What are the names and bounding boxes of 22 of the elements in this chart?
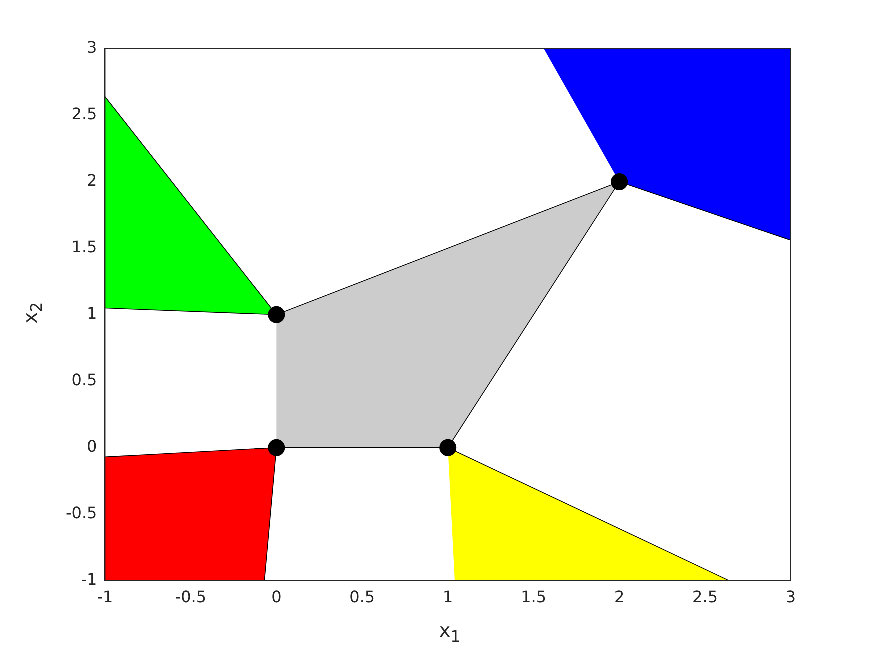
x-tick-label: 2.5 xyxy=(692,588,718,607)
x-tick-label: 2 xyxy=(614,588,625,607)
x-tick-label: 0 xyxy=(272,588,282,607)
point xyxy=(440,439,457,456)
y-tick-label: 0 xyxy=(87,437,98,456)
y-tick-label: 2 xyxy=(87,171,98,190)
x-tick-label: 0.5 xyxy=(350,588,376,607)
point xyxy=(268,439,286,456)
x-tick-label: 1.5 xyxy=(521,588,547,607)
y-tick-label: -1 xyxy=(81,570,98,589)
x-axis-title: x$_{1}$ xyxy=(438,620,462,646)
x-tick-label: 3 xyxy=(786,588,796,607)
y-tick-label: 2.5 xyxy=(72,104,98,124)
y-tick-label: 1 xyxy=(87,304,98,324)
point xyxy=(611,173,628,190)
point xyxy=(268,306,286,324)
y-tick-label: 1.5 xyxy=(72,238,98,257)
y-tick-label: 3 xyxy=(87,38,98,58)
y-tick-label: 0.5 xyxy=(72,370,98,390)
x-tick-label: -0.5 xyxy=(175,588,207,607)
y-tick-label: -0.5 xyxy=(66,503,98,522)
x-tick-label: 1 xyxy=(443,588,454,607)
